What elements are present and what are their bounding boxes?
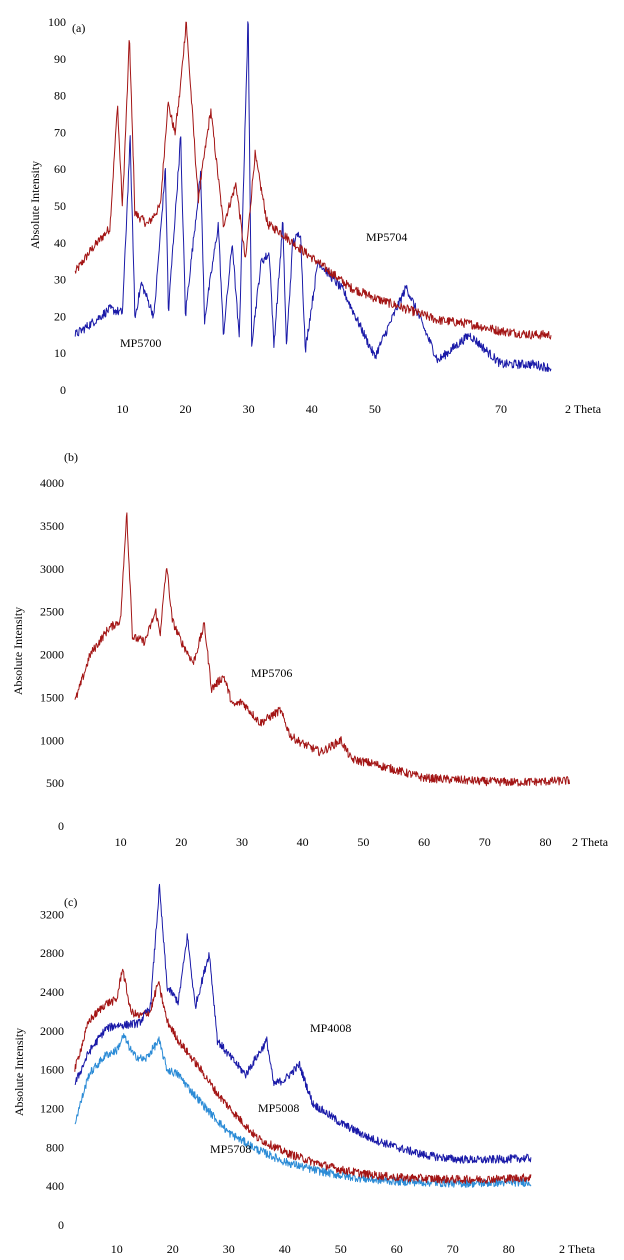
panel-c: (c) Absolute Intensity 2 Theta MP4008 MP…: [12, 883, 596, 1256]
panel-1-y-tick-label: 3000: [40, 562, 64, 576]
panel-2-y-tick-label: 3200: [40, 907, 64, 921]
panel-0-y-tick-label: 10: [54, 346, 66, 360]
panel-2-y-tick-label: 400: [46, 1179, 64, 1193]
panel-2-y-tick-label: 2400: [40, 985, 64, 999]
panel-0-y-tick-label: 70: [54, 125, 66, 139]
panel-2-x-tick-label: 20: [167, 1242, 179, 1256]
panel-a-y-axis-label: Absolute Intensity: [28, 161, 42, 249]
panel-2-y-tick-label: 2800: [40, 946, 64, 960]
panel-1-y-tick-label: 4000: [40, 476, 64, 490]
panel-2-y-tick-label: 800: [46, 1140, 64, 1154]
series-line-mp5700: [74, 21, 552, 373]
panel-b-y-axis-label: Absolute Intensity: [11, 607, 25, 695]
panel-2-y-tick-label: 0: [58, 1218, 64, 1232]
panel-2-y-tick-label: 2000: [40, 1024, 64, 1038]
panel-1-x-tick-label: 60: [418, 835, 430, 849]
series-line-mp5708: [74, 1033, 532, 1188]
panel-b-label: (b): [64, 450, 78, 464]
panel-0-x-tick-label: 50: [369, 402, 381, 416]
panel-2-x-tick-label: 80: [503, 1242, 515, 1256]
panel-c-x-axis-label: 2 Theta: [559, 1242, 596, 1256]
panel-0-x-tick-label: 70: [495, 402, 507, 416]
panel-1-x-tick-label: 80: [540, 835, 552, 849]
panel-a-x-axis-label: 2 Theta: [565, 402, 602, 416]
panel-1-x-tick-label: 50: [357, 835, 369, 849]
panel-2-x-tick-label: 10: [111, 1242, 123, 1256]
panel-0-y-tick-label: 20: [54, 309, 66, 323]
series-label-mp5704: MP5704: [366, 230, 407, 244]
panel-a-label: (a): [72, 21, 85, 35]
panel-1-x-tick-label: 20: [175, 835, 187, 849]
panel-0-y-tick-label: 0: [60, 383, 66, 397]
panel-a: (a) Absolute Intensity 2 Theta MP5704 MP…: [28, 15, 602, 416]
panel-0-y-tick-label: 80: [54, 89, 66, 103]
panel-0-y-tick-label: 50: [54, 199, 66, 213]
series-line-mp4008: [74, 883, 532, 1164]
panel-1-x-tick-label: 40: [297, 835, 309, 849]
series-label-mp5008: MP5008: [258, 1101, 299, 1115]
panel-1-y-tick-label: 1000: [40, 733, 64, 747]
panel-1-x-tick-label: 10: [115, 835, 127, 849]
panel-2-x-tick-label: 50: [335, 1242, 347, 1256]
panel-1-y-tick-label: 3500: [40, 519, 64, 533]
panel-1-y-tick-label: 500: [46, 776, 64, 790]
panel-0-y-tick-label: 30: [54, 273, 66, 287]
series-label-mp5700: MP5700: [120, 336, 161, 350]
panel-0-y-tick-label: 60: [54, 162, 66, 176]
series-line-mp5008: [74, 968, 532, 1184]
panel-c-y-axis-label: Absolute Intensity: [12, 1028, 26, 1116]
panel-0-x-tick-label: 10: [116, 402, 128, 416]
panel-2-x-tick-label: 30: [223, 1242, 235, 1256]
panel-2-x-tick-label: 60: [391, 1242, 403, 1256]
panel-0-y-tick-label: 100: [48, 15, 66, 29]
series-label-mp4008: MP4008: [310, 1021, 351, 1035]
panel-2-x-tick-label: 70: [447, 1242, 459, 1256]
panel-1-y-tick-label: 2500: [40, 605, 64, 619]
panel-b-x-axis-label: 2 Theta: [572, 835, 609, 849]
panel-1-y-tick-label: 0: [58, 819, 64, 833]
panel-0-y-tick-label: 40: [54, 236, 66, 250]
series-label-mp5708: MP5708: [210, 1142, 251, 1156]
panel-2-y-tick-label: 1200: [40, 1102, 64, 1116]
panel-1-x-tick-label: 30: [236, 835, 248, 849]
panel-0-x-tick-label: 20: [180, 402, 192, 416]
panel-b: (b) Absolute Intensity 2 Theta MP5706 0 5…: [11, 450, 609, 849]
panel-c-label: (c): [64, 895, 77, 909]
panel-1-x-tick-label: 70: [479, 835, 491, 849]
panel-1-y-tick-label: 1500: [40, 690, 64, 704]
panel-2-y-tick-label: 1600: [40, 1063, 64, 1077]
series-line-mp5706: [74, 512, 570, 787]
series-label-mp5706: MP5706: [251, 666, 292, 680]
panel-0-x-tick-label: 30: [243, 402, 255, 416]
panel-2-x-tick-label: 40: [279, 1242, 291, 1256]
panel-0-x-tick-label: 40: [306, 402, 318, 416]
panel-1-y-tick-label: 2000: [40, 648, 64, 662]
panel-0-y-tick-label: 90: [54, 52, 66, 66]
series-line-mp5704: [74, 21, 552, 340]
